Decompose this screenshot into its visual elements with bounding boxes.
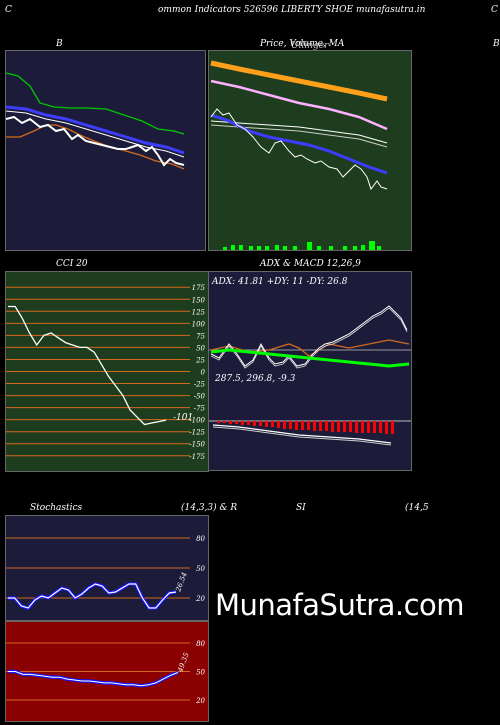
rsi-label: SI (296, 503, 306, 513)
bollinger-middle-band (6, 105, 185, 155)
price-ma-pink (210, 79, 388, 131)
y-tick-label: 125 (192, 308, 206, 316)
macd-panel: 287.5, 296.8, -9.3 (208, 369, 412, 471)
bollinger-lower-band (6, 124, 185, 170)
cci-value-label: -101 (173, 413, 194, 423)
bollinger-label: B (56, 39, 63, 49)
series-line-shadow (8, 582, 177, 611)
stochastics-chart: 80 50 20 26.54 (6, 535, 206, 611)
price-ma-white-outer (210, 120, 388, 144)
watermark: MunafaSutra.com (215, 588, 465, 622)
rsi-chart: 80 50 20 49.35 (6, 640, 206, 705)
rsi-params: (14,5 (405, 503, 429, 513)
price-chart (210, 60, 388, 250)
rsi-panel: 80 50 20 49.35 (5, 621, 209, 722)
price-panel (208, 50, 412, 251)
stochastics-label: Stochastics (30, 503, 83, 513)
y-tick-label: 175 (192, 284, 206, 292)
y-tick-label: -75 (194, 405, 206, 413)
bollinger-ma-line (6, 110, 185, 158)
y-tick-label: -50 (194, 393, 206, 401)
macd-histogram (217, 421, 394, 434)
adx-chart: ADX: 41.81 +DY: 11 -DY: 26.8 (209, 277, 411, 369)
adx-minus-di-line (210, 305, 408, 367)
y-tick-label: 20 (195, 697, 205, 705)
y-tick-label: -25 (194, 381, 206, 389)
series-line (8, 671, 179, 687)
bollinger-price-line (6, 115, 185, 167)
y-tick-label: 0 (201, 369, 206, 377)
price-volume-bars (223, 241, 381, 250)
cci-label: CCI 20 (56, 259, 88, 269)
adx-minus-di-line-shadow (210, 307, 408, 369)
stochastics-panel: 80 50 20 26.54 (5, 515, 209, 621)
header-title: ommon Indicators 526596 LIBERTY SHOE mun… (158, 5, 426, 15)
last-value-label: 49.35 (176, 651, 191, 674)
price-ma-orange (210, 60, 388, 102)
price-close-line (210, 108, 388, 191)
stochastics-params: (14,3,3) & R (181, 503, 238, 513)
y-tick-label: 75 (196, 332, 205, 340)
y-tick-label: -100 (189, 417, 205, 425)
y-tick-label: 25 (195, 356, 205, 364)
y-tick-label: 20 (195, 595, 205, 603)
adx-main-line (210, 348, 410, 368)
price-overlap-label: Ullinger (291, 41, 329, 51)
y-tick-label: 80 (196, 535, 205, 543)
header-left-letter: C (5, 5, 12, 15)
y-tick-label: 150 (192, 296, 206, 304)
bollinger-chart (6, 72, 185, 170)
macd-chart: 287.5, 296.8, -9.3 (209, 374, 411, 446)
macd-signal-line (212, 426, 392, 446)
right-stub-label: B (493, 39, 500, 49)
adx-plus-di-line (210, 339, 410, 357)
y-tick-label: 50 (196, 344, 205, 352)
macd-readout: 287.5, 296.8, -9.3 (214, 374, 296, 384)
y-tick-label: -175 (189, 453, 205, 461)
y-tick-label: -150 (189, 441, 205, 449)
price-label: Price, Volume, MA (260, 39, 345, 49)
macd-line (212, 424, 392, 444)
y-tick-label: 100 (192, 320, 206, 328)
bollinger-panel (5, 50, 206, 251)
series-line (8, 583, 177, 609)
y-tick-label: 50 (196, 565, 205, 573)
adx-readout: ADX: 41.81 +DY: 11 -DY: 26.8 (211, 277, 348, 287)
series-line (8, 305, 167, 426)
price-ma-blue (210, 113, 388, 175)
last-value-label: 26.54 (174, 571, 189, 594)
adx-label: ADX & MACD 12,26,9 (260, 259, 361, 269)
y-tick-label: 80 (196, 640, 205, 648)
header-right-letter: C (491, 5, 498, 15)
y-tick-label: -125 (189, 429, 205, 437)
adx-panel: ADX: 41.81 +DY: 11 -DY: 26.8 (208, 271, 412, 371)
y-tick-label: 50 (196, 669, 205, 677)
cci-chart: 175 150 125 100 75 50 25 0 -25 -50 -75 -100 -125 -150… (6, 284, 206, 461)
bollinger-upper-band (6, 72, 185, 135)
cci-panel: 175 150 125 100 75 50 25 0 -25 -50 -75 -100 -125 -150… (5, 271, 209, 472)
